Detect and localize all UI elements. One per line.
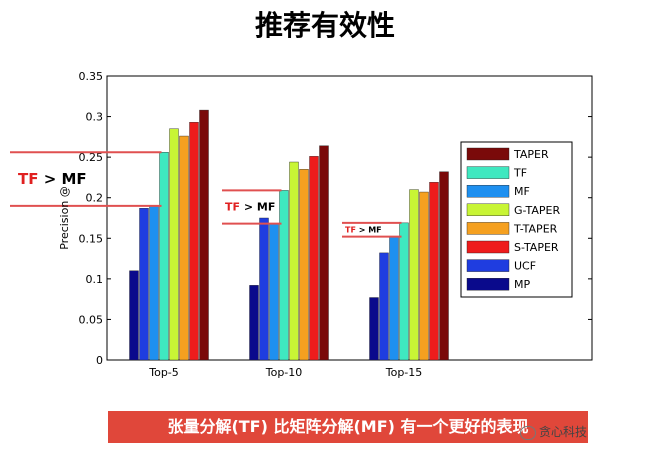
plot-frame <box>106 75 593 361</box>
bar-tf-top-15 <box>399 222 409 361</box>
y-tick-label: 0.15 <box>79 232 104 245</box>
legend-label-tf: TF <box>513 167 527 180</box>
bar-mp-top-10 <box>249 285 259 361</box>
legend-swatch-g-taper <box>466 203 510 217</box>
bar-tf-top-5 <box>159 152 169 361</box>
legend-label-mf: MF <box>514 185 530 198</box>
conclusion-banner: 张量分解(TF) 比矩阵分解(MF) 有一个更好的表现 <box>108 411 588 443</box>
watermark-text: 贪心科技 <box>539 425 588 439</box>
legend-box <box>460 141 573 298</box>
bar-g-taper-top-15 <box>409 189 419 361</box>
bar-t-taper-top-10 <box>299 169 309 361</box>
x-tick-label: Top-15 <box>385 366 423 379</box>
legend-label-ucf: UCF <box>514 260 536 273</box>
bar-s-taper-top-10 <box>309 156 319 361</box>
legend-swatch-t-taper <box>466 222 510 235</box>
watermark: 贪心科技 <box>520 423 587 440</box>
legend-swatch-s-taper <box>466 240 510 254</box>
bar-s-taper-top-15 <box>429 182 439 361</box>
x-tick-label: Top-5 <box>148 366 179 379</box>
legend-label-taper: TAPER <box>513 148 549 161</box>
legend-swatch-tf <box>466 166 510 179</box>
wechat-icon <box>520 425 536 440</box>
bar-ucf-top-10 <box>259 217 269 361</box>
y-tick-label: 0.35 <box>79 70 104 83</box>
bar-ucf-top-15 <box>379 252 389 361</box>
bar-g-taper-top-5 <box>169 128 179 361</box>
bar-s-taper-top-5 <box>189 122 199 361</box>
legend-label-g-taper: G-TAPER <box>514 204 560 217</box>
annotation-text: TF > MF <box>345 225 382 234</box>
x-tick-label: Top-10 <box>265 366 303 379</box>
bar-mp-top-15 <box>369 297 379 361</box>
annotation-text: TF > MF <box>225 201 275 214</box>
legend-label-mp: MP <box>514 278 530 291</box>
y-tick-label: 0.2 <box>86 192 104 205</box>
bar-tf-top-10 <box>279 190 289 361</box>
y-tick-label: 0.05 <box>79 313 104 326</box>
legend-label-t-taper: T-TAPER <box>513 222 558 235</box>
bar-mp-top-5 <box>129 270 139 361</box>
legend-swatch-taper <box>466 147 510 161</box>
bar-taper-top-10 <box>319 145 329 361</box>
bar-t-taper-top-15 <box>419 191 429 361</box>
y-tick-label: 0.25 <box>79 151 104 164</box>
bar-g-taper-top-10 <box>289 161 299 361</box>
annotation-text: TF > MF <box>18 170 87 188</box>
y-tick-label: 0 <box>96 354 103 367</box>
bar-taper-top-15 <box>439 171 449 361</box>
legend-swatch-mp <box>466 278 510 291</box>
y-axis-label: Precision @ <box>58 186 71 250</box>
bar-mf-top-10 <box>269 223 279 361</box>
page-title: 推荐有效性 <box>254 9 395 42</box>
y-tick-label: 0.3 <box>86 111 104 124</box>
y-tick-label: 0.1 <box>86 273 104 286</box>
legend-swatch-mf <box>466 184 510 198</box>
bar-mf-top-5 <box>149 205 159 361</box>
legend-swatch-ucf <box>466 259 510 272</box>
bar-t-taper-top-5 <box>179 135 189 361</box>
bar-taper-top-5 <box>199 109 209 361</box>
legend-label-s-taper: S-TAPER <box>514 241 559 254</box>
bar-mf-top-15 <box>389 236 399 361</box>
bar-ucf-top-5 <box>139 208 149 361</box>
